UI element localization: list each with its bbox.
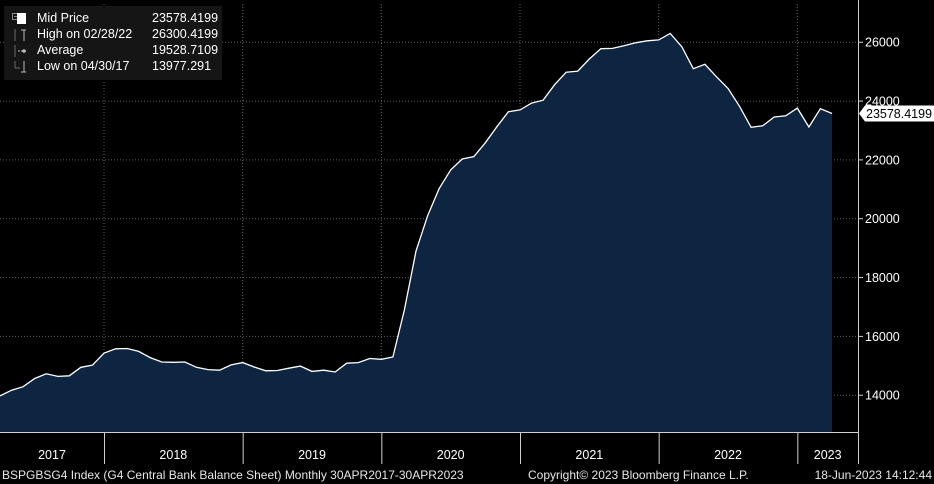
price-area bbox=[0, 33, 832, 433]
legend-label: Mid Price bbox=[37, 11, 90, 25]
filled-square-icon bbox=[12, 13, 26, 24]
footer-ticker: BSPGBSG4 Index (G4 Central Bank Balance … bbox=[2, 468, 464, 482]
legend-value: 23578.4199 bbox=[152, 11, 219, 25]
low-marker-icon bbox=[14, 61, 26, 73]
legend-row-average: Average 19528.7109 bbox=[4, 42, 222, 58]
y-tick-label: 18000 bbox=[865, 271, 900, 285]
x-tick-label: 2017 bbox=[38, 448, 66, 462]
high-marker-icon bbox=[14, 29, 26, 41]
average-marker-icon bbox=[14, 45, 26, 57]
y-tick-label: 14000 bbox=[865, 389, 900, 403]
x-axis-tick-labels: 2017 2018 2019 2020 2021 2022 2023 bbox=[38, 448, 842, 462]
y-tick-label: 22000 bbox=[865, 153, 900, 167]
y-tick-label: 26000 bbox=[865, 36, 900, 50]
legend-label: High on 02/28/22 bbox=[37, 27, 133, 41]
last-price-label: 23578.4199 bbox=[866, 107, 932, 121]
legend-row-low: Low on 04/30/17 13977.291 bbox=[4, 58, 222, 74]
x-tick-label: 2022 bbox=[714, 448, 742, 462]
x-tick-label: 2021 bbox=[575, 448, 603, 462]
y-tick-label: 20000 bbox=[865, 212, 900, 226]
y-axis-tick-labels: 14000 16000 18000 20000 22000 24000 26000 bbox=[865, 36, 900, 403]
y-tick-label: 24000 bbox=[865, 95, 900, 109]
price-line bbox=[0, 32, 833, 397]
x-tick-label: 2019 bbox=[298, 448, 326, 462]
legend-row-mid-price: Mid Price 23578.4199 bbox=[4, 10, 222, 26]
legend-label: Average bbox=[37, 43, 84, 57]
axes bbox=[0, 0, 863, 464]
last-price-box bbox=[859, 105, 934, 122]
y-tick-label: 16000 bbox=[865, 330, 900, 344]
footer-copyright: Copyright© 2023 Bloomberg Finance L.P. bbox=[528, 468, 749, 482]
x-tick-label: 2020 bbox=[437, 448, 465, 462]
legend-row-high: High on 02/28/22 26300.4199 bbox=[4, 26, 222, 42]
footer-timestamp: 18-Jun-2023 14:12:44 bbox=[814, 468, 932, 482]
footer-bar: BSPGBSG4 Index (G4 Central Bank Balance … bbox=[0, 466, 934, 484]
x-tick-label: 2018 bbox=[159, 448, 187, 462]
legend-value: 19528.7109 bbox=[152, 43, 219, 57]
legend-value: 13977.291 bbox=[152, 59, 212, 73]
legend-label: Low on 04/30/17 bbox=[37, 59, 130, 73]
legend: Mid Price 23578.4199 High on 02/28/22 26… bbox=[4, 6, 222, 80]
x-tick-label: 2023 bbox=[814, 448, 842, 462]
legend-value: 26300.4199 bbox=[152, 27, 219, 41]
last-price-marker: 23578.4199 bbox=[859, 105, 934, 122]
